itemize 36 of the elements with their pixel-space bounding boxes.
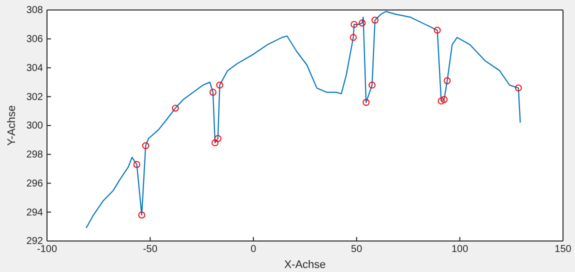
point	[440, 96, 448, 103]
y-tick-label: 300	[26, 120, 44, 132]
point	[350, 34, 357, 41]
point	[142, 142, 150, 150]
x-tick-label: 150	[554, 244, 572, 256]
point	[172, 104, 179, 112]
x-tick-label: 50	[351, 244, 363, 256]
point	[133, 161, 140, 168]
x-tick-label: -50	[142, 244, 158, 256]
y-axis-title: Y-Achse	[6, 105, 18, 146]
y-tick-label: 296	[26, 178, 44, 190]
x-tick-label: -100	[36, 244, 58, 256]
y-tick-label: 308	[26, 5, 44, 16]
point	[438, 97, 445, 104]
point	[434, 26, 441, 34]
y-tick-label: 304	[26, 62, 44, 74]
point	[209, 88, 216, 96]
line-series	[86, 10, 521, 229]
point	[212, 139, 218, 146]
y-tick-label: 298	[26, 150, 44, 161]
point	[514, 84, 522, 92]
point	[362, 98, 370, 106]
point	[214, 135, 222, 142]
point	[444, 77, 451, 84]
y-tick-label: 306	[26, 34, 44, 46]
x-tick-label: 0	[250, 244, 257, 256]
x-axis-title: X-Achse	[284, 259, 326, 271]
y-tick-label: 302	[26, 92, 44, 103]
point	[358, 20, 366, 26]
point	[368, 82, 376, 89]
point	[216, 82, 224, 89]
x-tick-label: 100	[451, 244, 469, 256]
point	[371, 16, 378, 24]
point	[138, 212, 146, 218]
y-tick-label: 294	[26, 207, 44, 218]
point	[350, 20, 358, 28]
